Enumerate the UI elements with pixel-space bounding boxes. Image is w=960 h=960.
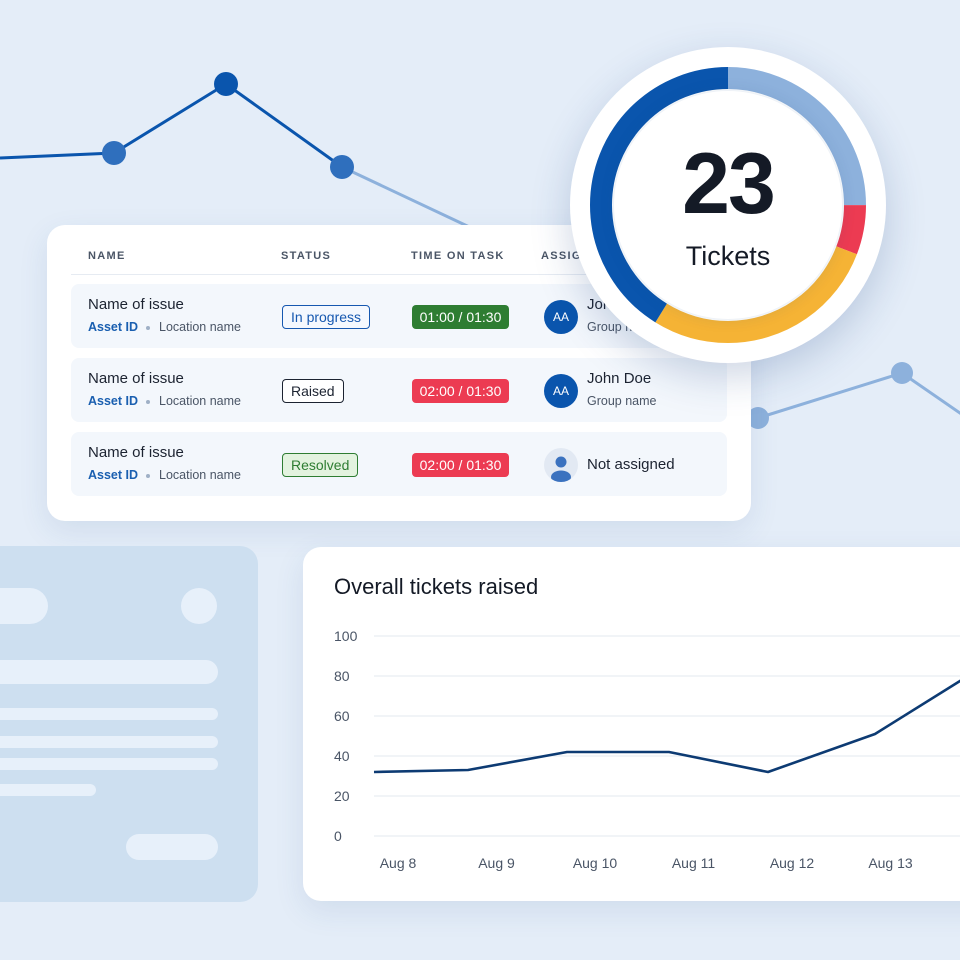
avatar[interactable]: AA bbox=[544, 300, 578, 334]
placeholder-line bbox=[0, 708, 218, 720]
placeholder-pill bbox=[0, 588, 48, 624]
placeholder-card bbox=[0, 546, 258, 902]
column-header-status[interactable]: STATUS bbox=[281, 250, 332, 262]
separator-dot bbox=[146, 474, 150, 478]
placeholder-button bbox=[126, 834, 218, 860]
bg-point bbox=[747, 407, 769, 429]
location-name: Location name bbox=[159, 320, 242, 334]
status-badge: In progress bbox=[282, 305, 371, 329]
status-badge: Resolved bbox=[282, 453, 359, 477]
time-on-task-badge: 01:00 / 01:30 bbox=[412, 305, 509, 329]
x-tick-label: Aug 13 bbox=[868, 855, 913, 871]
x-tick-label: Aug 8 bbox=[380, 855, 417, 871]
placeholder-line bbox=[0, 758, 218, 770]
placeholder-line bbox=[0, 784, 96, 796]
bg-line-light bbox=[341, 165, 481, 234]
y-tick-label: 0 bbox=[334, 828, 342, 844]
y-tick-label: 60 bbox=[334, 708, 350, 724]
avatar[interactable]: AA bbox=[544, 374, 578, 408]
series-line bbox=[373, 679, 960, 774]
y-tick-label: 40 bbox=[334, 748, 350, 764]
x-tick-label: Aug 10 bbox=[573, 855, 618, 871]
issue-name[interactable]: Name of issue bbox=[88, 370, 184, 387]
ticket-count-label: Tickets bbox=[685, 241, 771, 271]
asset-id-link[interactable]: Asset ID bbox=[88, 468, 139, 482]
asset-id-link[interactable]: Asset ID bbox=[88, 320, 139, 334]
x-tick-label: Aug 9 bbox=[478, 855, 515, 871]
y-tick-label: 20 bbox=[334, 788, 350, 804]
time-on-task-badge: 02:00 / 01:30 bbox=[412, 379, 509, 403]
group-name: Group name bbox=[587, 394, 657, 408]
chart-title: Overall tickets raised bbox=[334, 574, 539, 599]
x-tick-label: Aug 12 bbox=[770, 855, 815, 871]
x-tick-label: Aug 11 bbox=[672, 855, 716, 871]
placeholder-bar bbox=[0, 660, 218, 684]
bg-line-light-right bbox=[757, 371, 960, 420]
unassigned-user-icon[interactable] bbox=[544, 448, 578, 482]
assignee-name: John Doe bbox=[587, 370, 652, 387]
status-badge: Raised bbox=[282, 379, 344, 403]
tickets-donut-widget: 23 Tickets bbox=[570, 47, 886, 363]
tickets-raised-chart-card: 0 20 40 60 80 100 Aug 8 Aug 9 Aug 10 Aug 11 Aug 12… bbox=[303, 547, 960, 901]
location-name: Location name bbox=[159, 394, 242, 408]
bg-line-dark bbox=[0, 82, 343, 169]
placeholder-line bbox=[0, 736, 218, 748]
header-divider bbox=[71, 274, 727, 275]
tickets-line-chart: 0 20 40 60 80 100 Aug 8 Aug 9 Aug 10 Aug 11 Aug 12… bbox=[334, 628, 960, 871]
donut-center bbox=[613, 90, 843, 320]
bg-point bbox=[330, 155, 354, 179]
table-row[interactable]: Name of issue Asset ID Location name Res… bbox=[71, 432, 727, 496]
ticket-count: 23 bbox=[682, 136, 776, 232]
y-tick-label: 100 bbox=[334, 628, 358, 644]
asset-id-link[interactable]: Asset ID bbox=[88, 394, 139, 408]
bg-point bbox=[214, 72, 238, 96]
table-row[interactable]: Name of issue Asset ID Location name Rai… bbox=[71, 358, 727, 422]
bg-point bbox=[102, 141, 126, 165]
donut-segment bbox=[590, 67, 866, 343]
column-header-time[interactable]: TIME ON TASK bbox=[411, 250, 505, 262]
donut-ring bbox=[590, 67, 866, 343]
location-name: Location name bbox=[159, 468, 242, 482]
issue-name[interactable]: Name of issue bbox=[88, 296, 184, 313]
assignee-name: Not assigned bbox=[587, 456, 675, 473]
placeholder-circle bbox=[181, 588, 217, 624]
separator-dot bbox=[146, 326, 150, 330]
separator-dot bbox=[146, 400, 150, 404]
bg-point bbox=[891, 362, 913, 384]
column-header-name[interactable]: NAME bbox=[88, 250, 126, 262]
user-silhouette-icon bbox=[551, 456, 571, 482]
time-on-task-badge: 02:00 / 01:30 bbox=[412, 453, 509, 477]
y-tick-label: 80 bbox=[334, 668, 350, 684]
issue-name[interactable]: Name of issue bbox=[88, 444, 184, 461]
donut-segment bbox=[590, 67, 866, 343]
